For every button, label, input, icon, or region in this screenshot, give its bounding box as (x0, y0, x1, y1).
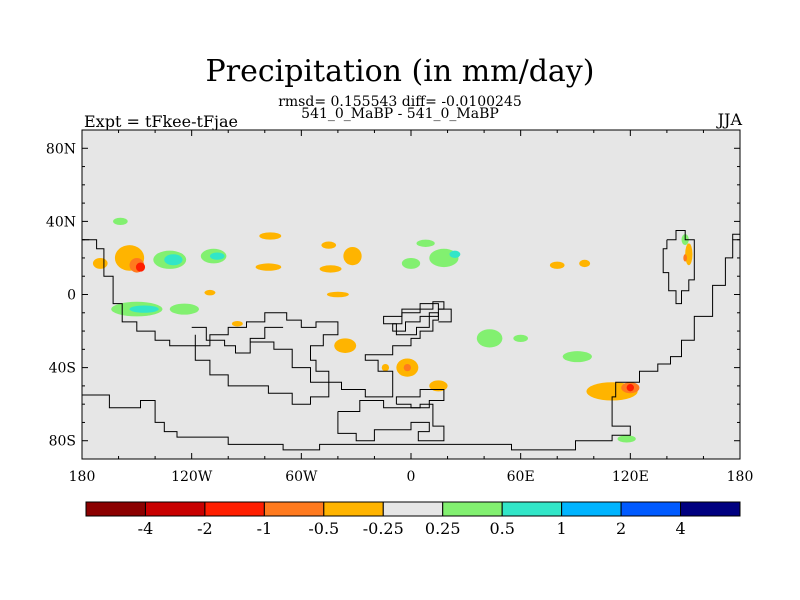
coastline (392, 301, 445, 332)
colorbar-swatch (680, 501, 741, 517)
colorbar-label: -0.5 (308, 519, 339, 538)
precip-anomaly-region (259, 232, 282, 240)
x-tick-label: 120E (612, 469, 649, 485)
coastline (662, 230, 695, 305)
precip-anomaly-region (449, 250, 461, 258)
colorbar-label: -1 (257, 519, 273, 538)
chart-subtitle: rmsd= 0.155543 diff= -0.0100245 (278, 94, 522, 110)
precip-anomaly-region (319, 265, 342, 273)
y-tick-label: 40N (46, 214, 76, 230)
colorbar-swatch (501, 501, 563, 517)
precip-anomaly-region (231, 321, 243, 327)
colorbar-label: -4 (138, 519, 154, 538)
colorbar-swatch (620, 501, 682, 517)
colorbar-swatch (263, 501, 325, 517)
colorbar-swatch (204, 501, 265, 517)
precip-anomaly-region (549, 261, 565, 269)
colorbar-swatch (561, 501, 622, 517)
precip-anomaly-region (129, 305, 159, 313)
coastline (194, 334, 330, 405)
coastline (337, 400, 445, 442)
coastline (82, 239, 452, 398)
colorbar: -4 -2 -1 -0.5 -0.25 0.25 0.5 1 2 4 (85, 501, 741, 538)
coastline (732, 233, 740, 240)
coastline (82, 239, 740, 451)
x-tick-label: 60E (507, 469, 535, 485)
precip-anomaly-region (169, 303, 199, 315)
y-tick-label: 80N (46, 141, 76, 157)
precip-anomaly-region (476, 329, 503, 348)
map-background (82, 130, 740, 459)
colorbar-swatch (382, 501, 444, 517)
precip-anomaly-region (513, 334, 528, 343)
coastline-layer (82, 230, 740, 451)
x-tick-label: 180 (69, 469, 96, 485)
colorbar-label: -0.25 (363, 519, 404, 538)
colorbar-label: 2 (616, 519, 626, 538)
colorbar-swatch (144, 501, 206, 517)
colorbar-swatch (442, 501, 503, 517)
y-tick-label: 40S (49, 361, 76, 377)
chart-title: Precipitation (in mm/day) (205, 54, 595, 89)
precip-anomaly-region (92, 257, 108, 269)
colorbar-label: -2 (197, 519, 213, 538)
precip-anomaly-region (334, 338, 357, 353)
precip-anomaly-region (135, 262, 146, 272)
coastline (395, 389, 445, 409)
precip-anomaly-region (579, 259, 591, 268)
colorbar-label: 1 (557, 519, 567, 538)
precip-anomaly-region (321, 241, 337, 249)
axes-layer: 180 120W 60W 0 60E 120E 180 80N 40N 0 40S 80S (46, 129, 754, 485)
y-tick-label: 80S (49, 434, 76, 450)
map-layer (82, 130, 740, 459)
precip-anomaly-region (326, 291, 349, 298)
precip-anomaly-region (617, 435, 636, 443)
season-label: JJA (717, 110, 742, 129)
precip-anomaly-region (204, 289, 216, 296)
precip-anomaly-region (685, 243, 693, 266)
precip-anomaly-region (381, 363, 390, 372)
precip-anomaly-region (113, 217, 128, 226)
precip-anomaly-region (401, 257, 421, 269)
precip-anomaly-region (562, 351, 592, 363)
chart-subtitle-2: 541_0_MaBP - 541_0_MaBP (301, 106, 499, 122)
precip-anomaly-region (209, 252, 225, 260)
precip-anomaly-region (683, 254, 687, 262)
x-tick-label: 0 (407, 469, 416, 485)
precip-anomaly-region (343, 246, 362, 266)
x-tick-label: 60W (285, 469, 318, 485)
colorbar-swatch (85, 501, 146, 517)
coastline (191, 326, 284, 354)
colorbar-label: 0.5 (489, 519, 514, 538)
x-tick-label: 180 (727, 469, 754, 485)
colorbar-swatch (323, 501, 384, 517)
precip-anomaly-region (255, 263, 282, 271)
y-tick-label: 0 (67, 288, 76, 304)
experiment-label: Expt = tFkee-tFjae (84, 112, 239, 131)
precip-anomaly-region (416, 239, 435, 247)
x-tick-label: 120W (171, 469, 213, 485)
precip-anomaly-region (164, 254, 183, 266)
precip-anomaly-region (429, 380, 448, 392)
colorbar-label: 0.25 (425, 519, 461, 538)
precip-anomaly-region (403, 363, 411, 372)
colorbar-label: 4 (675, 519, 685, 538)
precip-anomaly-region (626, 384, 634, 392)
